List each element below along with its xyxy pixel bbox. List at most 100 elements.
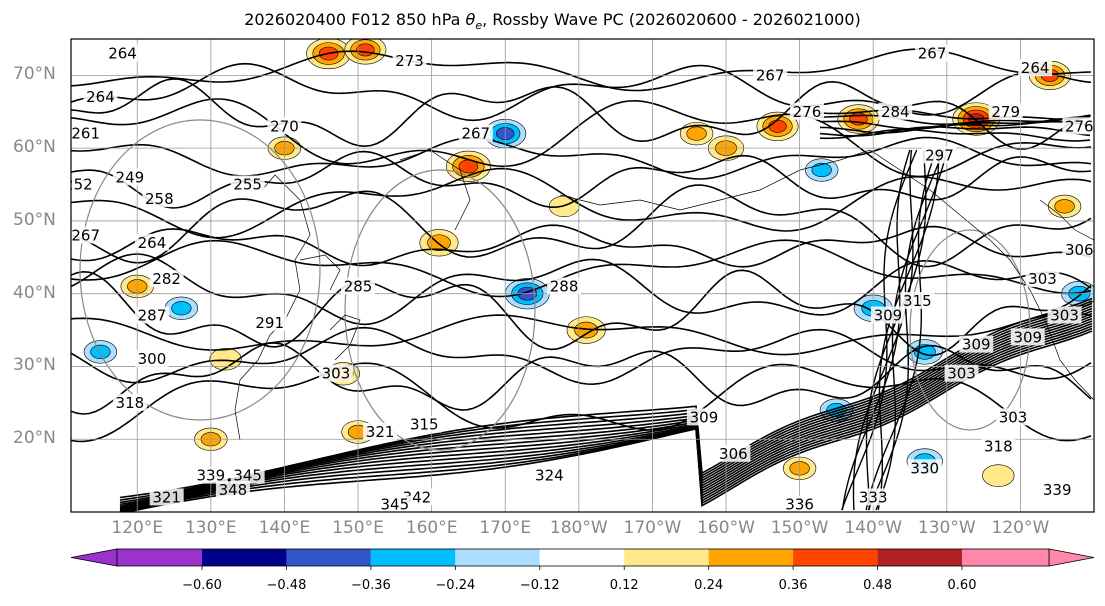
- contour-label: 285: [344, 277, 373, 295]
- contour-label: 273: [395, 52, 424, 70]
- contour-label: 270: [270, 117, 299, 135]
- colorbar-tick-label: 0.36: [778, 578, 808, 593]
- theta-e-contour: [71, 239, 1092, 298]
- colorbar-segment: [455, 549, 540, 566]
- contour-label-bg: [149, 270, 184, 288]
- colorbar-segment: [793, 549, 878, 566]
- contour-label: 321: [152, 488, 181, 506]
- lat-tick-label: 60°N: [13, 137, 56, 158]
- jet-contour: [119, 320, 1093, 512]
- theta-e-contour: [71, 342, 1092, 415]
- contour-label: 267: [756, 66, 785, 84]
- contour-label: 267: [461, 125, 490, 143]
- contour-label-bg: [341, 277, 376, 295]
- contour-label: 330: [910, 459, 939, 477]
- contour-label-bg: [753, 66, 788, 84]
- jet-contour: [119, 312, 1093, 510]
- contour-label-bg: [112, 393, 147, 411]
- contour-label-bg: [532, 466, 567, 484]
- colorbar-tick-label: 0.60: [947, 578, 977, 593]
- contour-label-bg: [193, 466, 228, 484]
- lon-tick-label: 140°E: [258, 518, 311, 538]
- lat-tick-label: 70°N: [13, 64, 56, 85]
- arctic-contour: [819, 109, 1091, 121]
- contour-label: 297: [925, 146, 954, 164]
- contour-label: 336: [785, 496, 814, 514]
- theta-e-contour: [71, 269, 1092, 357]
- contour-label-bg: [856, 488, 891, 506]
- contour-label: 345: [233, 467, 262, 485]
- anomaly-blob: [686, 126, 707, 141]
- coastal-contour: [877, 149, 940, 511]
- contour-label-bg: [149, 488, 184, 506]
- contour-label-bg: [105, 44, 140, 62]
- colorbar-segment: [286, 549, 371, 566]
- lat-tick-label: 30°N: [13, 355, 56, 376]
- contour-label: 291: [255, 314, 284, 332]
- contour-label-bg: [318, 364, 353, 382]
- colorbar-segment: [962, 549, 1049, 566]
- colorbar-segment: [202, 549, 287, 566]
- coastline: [559, 149, 871, 211]
- lon-tick-label: 170°E: [479, 518, 532, 538]
- colorbar-extend-high: [1048, 548, 1095, 567]
- lat-tick-label: 40°N: [13, 282, 56, 303]
- jet-contour: [119, 315, 1093, 511]
- contour-label-bg: [230, 466, 265, 484]
- jet-contour: [119, 325, 1093, 512]
- lon-tick-label: 160°E: [405, 518, 458, 538]
- contour-label-bg: [377, 495, 412, 512]
- colorbar-tick-label: −0.36: [350, 578, 391, 593]
- jet-contour: [119, 322, 1093, 512]
- theta-e-contour: [71, 184, 1092, 268]
- jet-contour: [119, 310, 1093, 509]
- colorbar-segment: [877, 549, 962, 566]
- contour-label-bg: [1025, 270, 1060, 288]
- contour-label-bg: [1062, 117, 1094, 135]
- contour-label-bg: [1010, 328, 1045, 346]
- contour-label-bg: [900, 291, 935, 309]
- map-title: 2026020400 F012 850 hPa θe, Rossby Wave …: [0, 10, 1105, 32]
- title-suffix: , Rossby Wave PC (2026020600 - 202602100…: [482, 10, 861, 29]
- coastline: [299, 254, 341, 291]
- contour-label-bg: [363, 422, 398, 440]
- contour-label-bg: [981, 437, 1016, 455]
- lon-tick-label: 130°W: [917, 518, 976, 538]
- contour-label: 315: [903, 292, 932, 310]
- arctic-contour: [819, 128, 1091, 142]
- contour-label-bg: [907, 459, 942, 477]
- coastline: [1039, 199, 1094, 241]
- arctic-contour: [819, 120, 1091, 134]
- anomaly-blob: [356, 43, 375, 57]
- contour-label-bg: [915, 44, 950, 62]
- contour-label-bg: [1018, 59, 1053, 77]
- anomaly-blob: [90, 344, 111, 360]
- contour-label: 255: [233, 176, 262, 194]
- lon-tick-label: 120°W: [991, 518, 1050, 538]
- theta-e-contour: [71, 224, 1092, 268]
- coastline: [399, 149, 471, 231]
- contour-label: 264: [86, 88, 115, 106]
- lon-tick-label: 180°W: [549, 518, 608, 538]
- colorbar-segment: [370, 549, 456, 566]
- colorbar-extend-low: [70, 548, 118, 567]
- contour-label-bg: [83, 88, 118, 106]
- contour-label-bg: [458, 124, 493, 142]
- theta-e-contour: [71, 62, 1092, 122]
- contour-label-bg: [134, 350, 169, 368]
- theta-e-contour: [71, 326, 1092, 386]
- contour-label-bg: [134, 306, 169, 324]
- contour-label: 303: [1028, 270, 1057, 288]
- title-symbol: θ: [465, 10, 476, 29]
- lon-tick-label: 140°W: [844, 518, 903, 538]
- reference-circle: [79, 119, 321, 421]
- contour-label: 303: [947, 365, 976, 383]
- lat-tick-label: 50°N: [13, 209, 56, 230]
- contour-label-bg: [1040, 481, 1075, 499]
- colorbar-segment: [624, 549, 709, 566]
- anomaly-blob: [1054, 199, 1075, 214]
- title-prefix: 2026020400 F012 850 hPa: [244, 10, 466, 29]
- contour-label-bg: [112, 168, 147, 186]
- contour-label-bg: [996, 408, 1031, 426]
